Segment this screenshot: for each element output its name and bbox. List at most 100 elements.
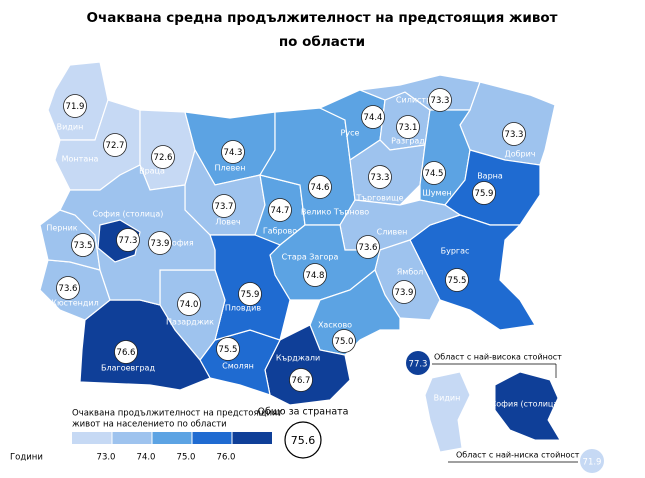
region-value: 73.1	[399, 123, 418, 133]
region-name: Враца	[139, 167, 165, 176]
region-name: Перник	[46, 224, 77, 233]
highest-value: 77.3	[409, 360, 428, 370]
region-name: Русе	[341, 129, 360, 138]
value-circle	[56, 276, 80, 300]
region-value: 74.3	[224, 148, 243, 158]
region-value: 73.6	[59, 284, 78, 294]
region-name: Велико Търново	[301, 208, 369, 217]
region-value: 74.4	[364, 113, 383, 123]
value-circle	[216, 337, 240, 361]
value-circle	[114, 340, 138, 364]
region-name: Стара Загора	[282, 253, 339, 262]
region-name: Благоевград	[101, 364, 155, 373]
region-value: 75.9	[475, 189, 494, 199]
region-value: 72.7	[106, 141, 125, 151]
region-value: 73.9	[395, 288, 414, 298]
value-circle	[71, 233, 95, 257]
value-circle	[103, 133, 127, 157]
region-name: Ловеч	[215, 218, 240, 227]
region-name: Видин	[57, 123, 84, 132]
region-value: 74.8	[306, 271, 325, 281]
value-circle	[392, 280, 416, 304]
region-name: Разград	[391, 137, 425, 146]
legend-tick-label: 76.0	[217, 453, 236, 463]
region-value: 76.7	[292, 376, 311, 386]
national-label: Общо за страната	[257, 407, 348, 418]
region-value: 75.9	[241, 290, 260, 300]
region-value: 77.3	[119, 236, 138, 246]
value-circle	[502, 122, 526, 146]
region-value: 74.7	[271, 206, 290, 216]
value-circle	[177, 292, 201, 316]
region-name: Плевен	[215, 164, 246, 173]
region-name: Варна	[477, 172, 503, 181]
value-circle	[368, 165, 392, 189]
value-circle	[472, 181, 496, 205]
region-name: Пазарджик	[166, 318, 214, 327]
legend-tick-label: 75.0	[177, 453, 196, 463]
region-value: 75.5	[448, 276, 467, 286]
legend-title: Очаквана продължителност на предстоящият	[72, 409, 282, 419]
legend-swatch	[112, 432, 152, 444]
inset-lowest-shape	[424, 371, 471, 453]
region-value: 75.0	[335, 337, 354, 347]
region-name: Монтана	[62, 155, 99, 164]
region-name: Бургас	[441, 247, 470, 256]
region-value: 74.5	[425, 169, 444, 179]
region-name: Кюстендил	[51, 299, 98, 308]
title-line: по области	[279, 34, 365, 50]
legend-tick-label: 74.0	[137, 453, 156, 463]
value-circle	[303, 263, 327, 287]
legend-swatch	[232, 432, 272, 444]
region-value: 73.6	[359, 243, 378, 253]
value-circle	[396, 115, 420, 139]
legend-swatch	[72, 432, 112, 444]
region-value: 73.3	[505, 130, 524, 140]
highest-circle	[406, 351, 430, 375]
region-name: Кърджали	[276, 354, 320, 363]
value-circle	[361, 105, 385, 129]
value-circle	[148, 231, 172, 255]
inset-highest-name: София (столица)	[491, 400, 562, 409]
national-value: 75.6	[291, 434, 316, 447]
value-circle	[428, 88, 452, 112]
value-circle	[63, 94, 87, 118]
legend-tick-label: 73.0	[97, 453, 116, 463]
legend: 73.0 74.0 75.0 76.0	[72, 432, 272, 463]
value-circle	[308, 175, 332, 199]
region-name: Сливен	[377, 228, 408, 237]
inset-lowest-name: Видин	[434, 394, 461, 403]
region-name: Габрово	[263, 227, 297, 236]
region-name: София (столица)	[93, 210, 164, 219]
legend-swatch	[192, 432, 232, 444]
lowest-value: 71.9	[583, 458, 602, 468]
region-name: София	[166, 239, 194, 248]
value-circle	[116, 228, 140, 252]
region-value: 71.9	[66, 102, 85, 112]
inset-highest-shape	[494, 371, 561, 441]
region-value: 75.5	[219, 345, 238, 355]
region-name: Пловдив	[225, 304, 261, 313]
value-circle	[289, 368, 313, 392]
region-value: 76.6	[117, 348, 136, 358]
region-name: Добрич	[504, 150, 535, 159]
title-line: Очаквана средна продължителност на предс…	[86, 10, 557, 26]
value-circle	[332, 329, 356, 353]
value-circle	[268, 198, 292, 222]
value-circle	[238, 282, 262, 306]
highest-label: Област с най-висока стойност	[434, 353, 562, 362]
region-name: Хасково	[318, 321, 352, 330]
region-value: 73.3	[371, 173, 390, 183]
region-value: 74.6	[311, 183, 330, 193]
value-circle	[422, 161, 446, 185]
regions: Видин 71.9 Монтана 72.7 Враца 72.6 Плевен 74.3 Л…	[39, 61, 556, 406]
legend-unit: Години	[10, 453, 43, 463]
region-name: Шумен	[422, 189, 451, 198]
region-value: 74.0	[180, 300, 199, 310]
region-name: Търговище	[355, 194, 403, 203]
value-circle	[445, 268, 469, 292]
national-circle	[284, 421, 322, 459]
region-name: Ямбол	[397, 268, 424, 277]
region-name: Силистра	[396, 96, 436, 105]
